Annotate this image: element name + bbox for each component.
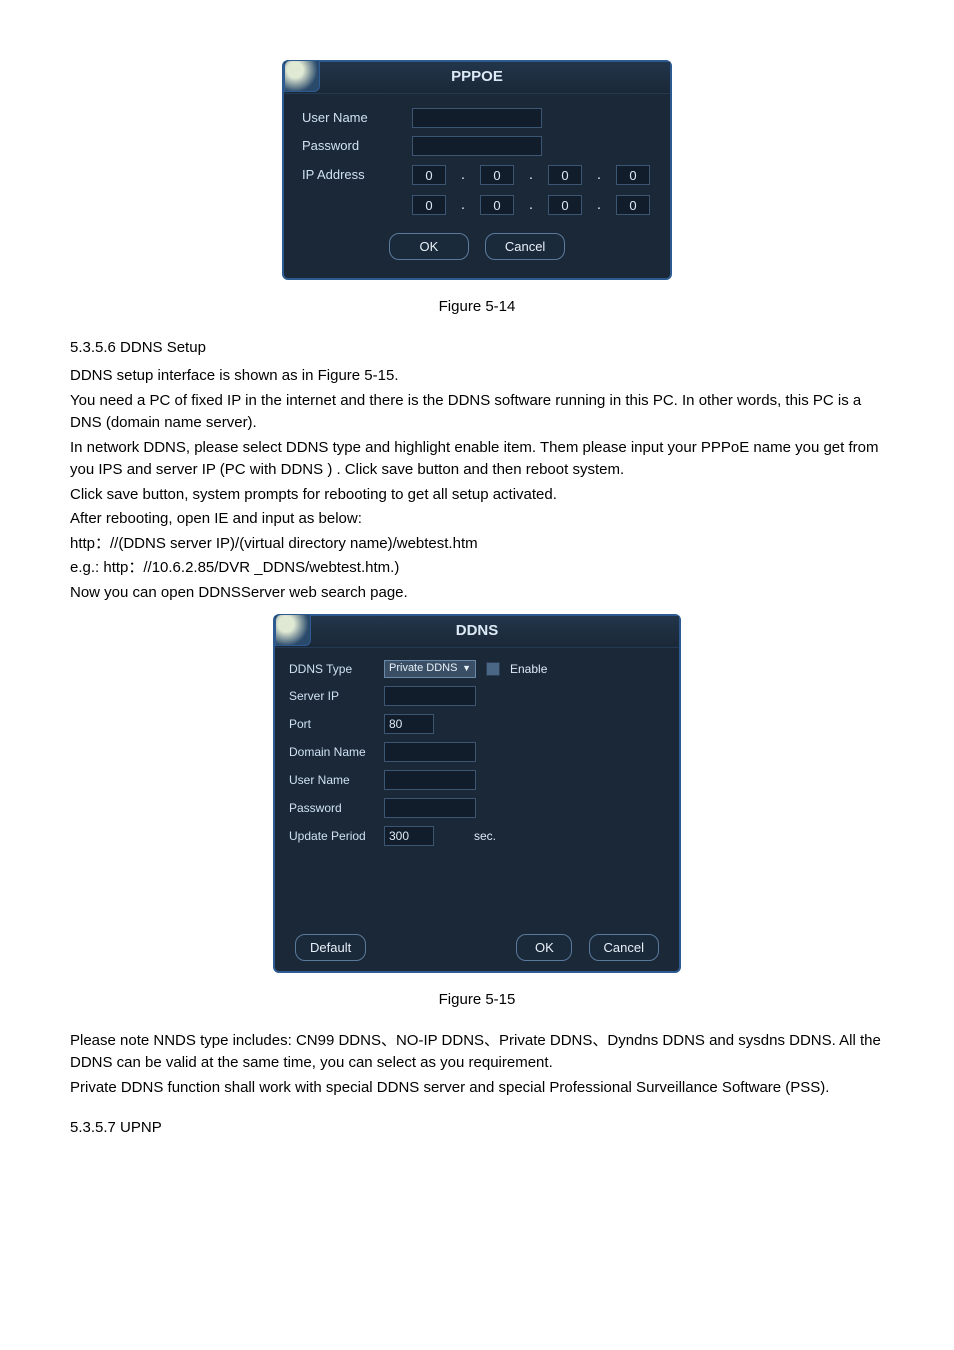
pass-label: Password bbox=[289, 799, 374, 817]
ip1-oct2[interactable]: 0 bbox=[548, 165, 582, 185]
ip2-oct2[interactable]: 0 bbox=[548, 195, 582, 215]
ip2-oct1[interactable]: 0 bbox=[480, 195, 514, 215]
pppoe-password-row: Password bbox=[302, 136, 652, 156]
username-input[interactable] bbox=[412, 108, 542, 128]
cancel-button[interactable]: Cancel bbox=[589, 934, 659, 962]
pppoe-title: PPPOE bbox=[284, 62, 670, 94]
body-text: Click save button, system prompts for re… bbox=[70, 484, 884, 507]
ip2-oct0[interactable]: 0 bbox=[412, 195, 446, 215]
ddns-user-row: User Name bbox=[289, 770, 665, 790]
pppoe-ip2-row: 0 . 0 . 0 . 0 bbox=[302, 194, 652, 217]
server-ip-input[interactable] bbox=[384, 686, 476, 706]
pppoe-dialog: PPPOE User Name Password IP Address 0 . … bbox=[282, 60, 672, 280]
ddns-dialog: DDNS DDNS Type Private DDNS ▼ Enable Ser… bbox=[273, 614, 681, 973]
ok-button[interactable]: OK bbox=[389, 233, 469, 261]
ip-dot: . bbox=[456, 164, 470, 187]
ip-dot: . bbox=[524, 194, 538, 217]
ip-dot: . bbox=[524, 164, 538, 187]
body-text: DDNS setup interface is shown as in Figu… bbox=[70, 365, 884, 388]
ip1-oct3[interactable]: 0 bbox=[616, 165, 650, 185]
ok-button[interactable]: OK bbox=[516, 934, 572, 962]
domain-label: Domain Name bbox=[289, 743, 374, 761]
default-button[interactable]: Default bbox=[295, 934, 366, 962]
figure-5-14-caption: Figure 5-14 bbox=[70, 296, 884, 319]
ddns-type-select[interactable]: Private DDNS ▼ bbox=[384, 660, 476, 678]
body-text: e.g.: http：//10.6.2.85/DVR _DDNS/webtest… bbox=[70, 557, 884, 580]
port-label: Port bbox=[289, 715, 374, 733]
password-label: Password bbox=[302, 136, 402, 156]
body-text: Private DDNS function shall work with sp… bbox=[70, 1077, 884, 1100]
body-text: In network DDNS, please select DDNS type… bbox=[70, 437, 884, 482]
pass-input[interactable] bbox=[384, 798, 476, 818]
body-text: Now you can open DDNSServer web search p… bbox=[70, 582, 884, 605]
ddns-title: DDNS bbox=[275, 616, 679, 648]
ip-dot: . bbox=[592, 194, 606, 217]
pppoe-buttons: OK Cancel bbox=[302, 233, 652, 261]
user-input[interactable] bbox=[384, 770, 476, 790]
ip2-oct3[interactable]: 0 bbox=[616, 195, 650, 215]
chevron-down-icon: ▼ bbox=[462, 662, 471, 676]
ip-dot: . bbox=[592, 164, 606, 187]
cancel-button[interactable]: Cancel bbox=[485, 233, 565, 261]
pppoe-username-row: User Name bbox=[302, 108, 652, 128]
ip-label: IP Address bbox=[302, 165, 402, 185]
dialog-icon bbox=[275, 614, 311, 646]
server-ip-label: Server IP bbox=[289, 687, 374, 705]
section-5357-heading: 5.3.5.7 UPNP bbox=[70, 1117, 884, 1140]
user-label: User Name bbox=[289, 771, 374, 789]
pppoe-ip1-row: IP Address 0 . 0 . 0 . 0 bbox=[302, 164, 652, 187]
body-text: After rebooting, open IE and input as be… bbox=[70, 508, 884, 531]
pppoe-body: User Name Password IP Address 0 . 0 . 0 … bbox=[284, 94, 670, 279]
enable-checkbox[interactable] bbox=[486, 662, 500, 676]
ddns-body: DDNS Type Private DDNS ▼ Enable Server I… bbox=[275, 648, 679, 972]
body-text: http：//(DDNS server IP)/(virtual directo… bbox=[70, 533, 884, 556]
domain-input[interactable] bbox=[384, 742, 476, 762]
ddns-domain-row: Domain Name bbox=[289, 742, 665, 762]
ddns-period-row: Update Period 300 sec. bbox=[289, 826, 665, 846]
period-input[interactable]: 300 bbox=[384, 826, 434, 846]
ddns-pass-row: Password bbox=[289, 798, 665, 818]
enable-label: Enable bbox=[510, 660, 547, 678]
dialog-icon bbox=[284, 60, 320, 92]
figure-5-15-caption: Figure 5-15 bbox=[70, 989, 884, 1012]
body-text: Please note NNDS type includes: CN99 DDN… bbox=[70, 1030, 884, 1075]
period-label: Update Period bbox=[289, 827, 374, 845]
ip-dot: . bbox=[456, 194, 470, 217]
password-input[interactable] bbox=[412, 136, 542, 156]
sec-label: sec. bbox=[474, 827, 496, 845]
ddns-type-value: Private DDNS bbox=[389, 660, 457, 677]
username-label: User Name bbox=[302, 108, 402, 128]
section-5356-heading: 5.3.5.6 DDNS Setup bbox=[70, 337, 884, 360]
ddns-port-row: Port 80 bbox=[289, 714, 665, 734]
port-input[interactable]: 80 bbox=[384, 714, 434, 734]
ip1-oct0[interactable]: 0 bbox=[412, 165, 446, 185]
ddns-type-row: DDNS Type Private DDNS ▼ Enable bbox=[289, 660, 665, 678]
ddns-footer: Default OK Cancel bbox=[289, 854, 665, 962]
ddns-type-label: DDNS Type bbox=[289, 660, 374, 678]
ddns-server-row: Server IP bbox=[289, 686, 665, 706]
body-text: You need a PC of fixed IP in the interne… bbox=[70, 390, 884, 435]
ip1-oct1[interactable]: 0 bbox=[480, 165, 514, 185]
